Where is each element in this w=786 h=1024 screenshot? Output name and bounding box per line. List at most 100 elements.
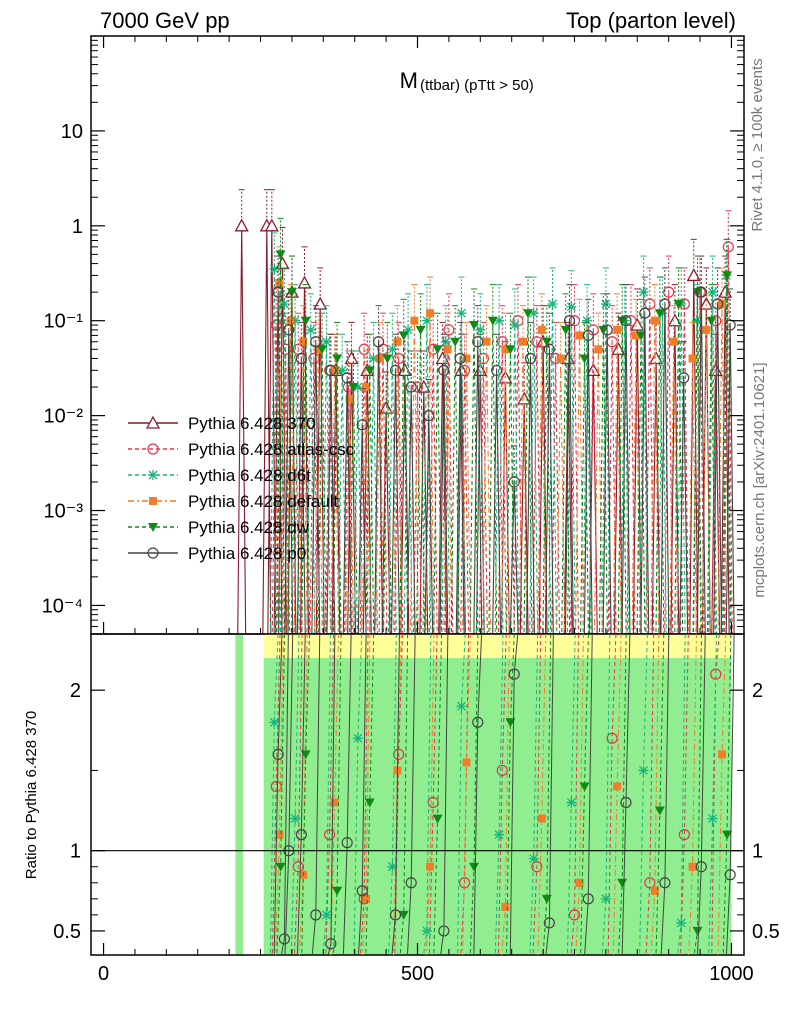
data-point-p0 [272,286,284,298]
data-point-dw [523,309,534,319]
header-process-label: Top (parton level) [566,8,736,33]
data-point-d6t [547,299,558,310]
data-point-dw [450,337,461,347]
x-tick-label: 0 [98,963,109,985]
series-default [274,246,727,634]
ratio-point-default [362,894,371,903]
ratio-point-default [537,814,546,823]
y-tick-label: 1 [72,216,83,238]
rivet-version-label: Rivet 4.1.0, ≥ 100k events [749,58,766,231]
ratio-band-green [263,658,732,955]
ratio-point-default [501,902,510,911]
ratio-point-default [330,798,339,807]
ratio-point-dw [432,814,443,824]
ratio-point-default [462,758,471,767]
data-point-d6t [305,324,316,335]
y-tick-label: 10⁻¹ [44,311,84,333]
data-point-dw [722,271,733,281]
data-point-default [718,300,727,309]
ratio-point-d6t [707,813,718,824]
data-point-p0 [639,307,651,319]
ratio-point-d6t [676,917,687,928]
ratio-point-dw [332,886,343,896]
data-point-dw [617,316,628,326]
ratio-point-atlas_csc [644,877,656,889]
ratio-y-axis-label: Ratio to Pythia 6.428 370 [23,711,40,879]
legend-label-p0: Pythia 6.428 p0 [188,544,306,563]
ratio-y-tick-label-right: 0.5 [752,921,780,943]
ratio-point-default [275,830,284,839]
data-point-d6t [440,336,451,347]
data-point-default [299,337,308,346]
data-point-default [501,345,510,354]
data-point-dw [382,354,393,364]
data-point-atlas_csc [443,324,455,336]
data-point-p370 [297,275,312,289]
ratio-point-p0 [620,796,632,809]
data-point-default [518,337,527,346]
legend-marker-dw [148,523,158,532]
data-point-p0 [389,364,402,376]
data-point-dw [275,250,286,260]
data-point-p370 [234,218,249,232]
x-tick-label: 1000 [709,963,754,985]
ratio-point-p0 [356,885,368,897]
data-point-p370 [435,351,450,365]
data-point-default [410,316,419,325]
ratio-point-default [426,862,435,871]
data-point-default [443,345,452,354]
data-point-default [688,354,697,363]
data-point-dw [300,316,311,326]
ratio-point-atlas_csc [606,732,618,744]
ratio-point-dw [398,910,409,920]
ratio-point-d6t [600,893,611,904]
legend: Pythia 6.428 370 Pythia 6.428 atlas-csc Py… [128,414,355,563]
legend-marker-p0 [147,547,159,559]
data-point-default [537,325,546,334]
ratio-point-d6t [269,717,280,728]
data-point-p0 [724,319,736,331]
legend-marker-default [149,497,157,505]
data-point-d6t [638,287,649,298]
series-p0 [272,255,736,634]
mcplots-source-label: mcplots.cern.ch [arXiv:2401.10621] [751,362,768,597]
data-point-default [650,316,659,325]
data-point-p370 [313,296,328,310]
data-point-dw [706,316,717,326]
ratio-point-atlas_csc [458,877,471,889]
data-point-d6t [475,324,486,335]
data-point-p0 [283,324,295,336]
data-point-p0 [712,298,724,310]
ratio-point-default [650,886,659,895]
chart-title-sub: (ttbar) (pTtt > 50) [420,77,534,94]
ratio-point-dw [275,862,286,872]
data-point-dw [332,354,343,364]
ratio-point-p0 [295,829,307,841]
ratio-point-d6t [290,813,301,824]
data-point-p0 [601,324,613,336]
ratio-point-p0 [472,716,484,728]
ratio-y-tick-label: 1 [70,841,81,863]
data-point-p0 [508,476,520,488]
ratio-point-d6t [494,829,505,840]
legend-label-default: Pythia 6.428 default [188,492,339,511]
data-point-atlas_csc [358,343,370,355]
data-point-p0 [695,286,707,298]
legend-label-dw: Pythia 6.428 dw [188,518,310,537]
data-point-dw [469,321,480,331]
data-point-p370 [699,296,714,310]
data-point-dw [348,383,359,393]
data-point-d6t [707,287,718,298]
data-point-dw [487,316,498,326]
ratio-y-tick-label-right: 1 [752,841,763,863]
data-point-default [482,337,491,346]
data-point-dw [673,300,684,310]
data-point-d6t [321,336,332,347]
ratio-point-d6t [566,797,577,808]
ratio-point-d6t [352,733,363,744]
y-tick-label: 10⁻⁴ [42,595,83,617]
data-point-dw [286,288,297,298]
data-point-dw [317,345,328,355]
data-point-p0 [659,298,671,310]
